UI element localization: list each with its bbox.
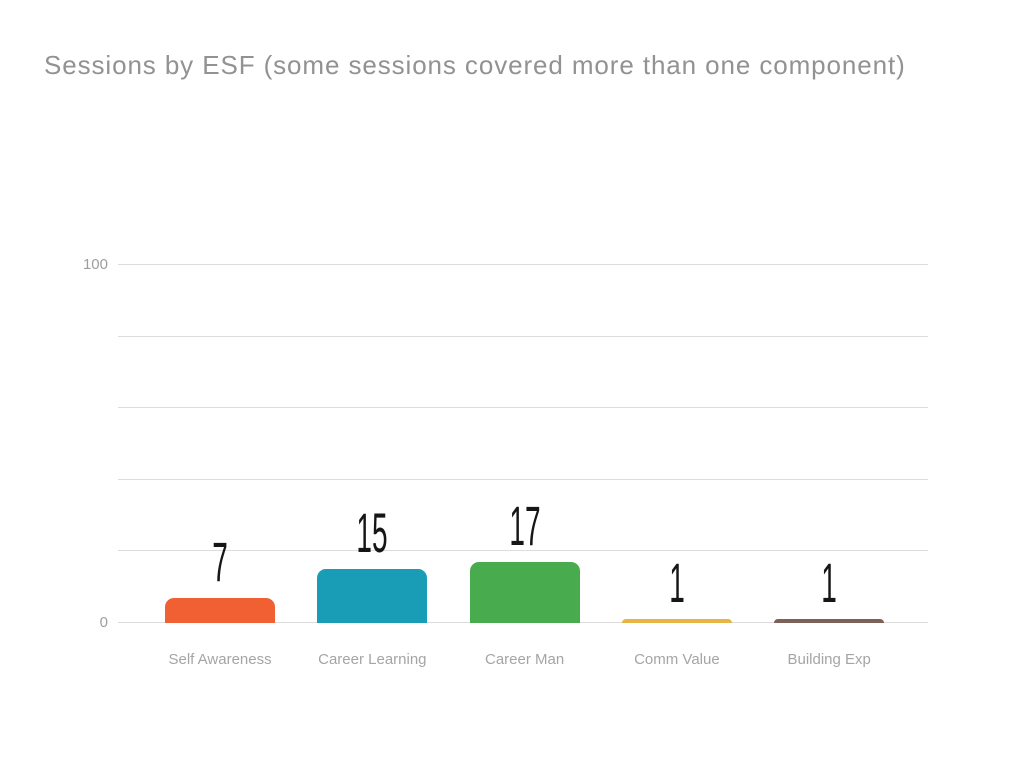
gridline — [118, 335, 928, 337]
x-axis-category-label-building-exp: Building Exp — [787, 651, 871, 668]
x-axis-category-label-self-awareness: Self Awareness — [168, 651, 272, 668]
bar-comm-value — [621, 619, 732, 623]
x-axis-category-label-career-man: Career Man — [485, 651, 565, 668]
bar-career-learning — [317, 569, 428, 623]
x-axis-category-label-comm-value: Comm Value — [634, 651, 720, 668]
gridline — [118, 550, 928, 552]
gridline — [118, 264, 928, 265]
bar-value-label-self-awareness: 7 — [212, 529, 228, 593]
bar-value-label-career-man: 17 — [509, 494, 541, 558]
plot-area: 7 Self Awareness 15 Career Learning 17 Career… — [118, 264, 928, 668]
gridline — [118, 407, 928, 409]
bar-career-man — [469, 562, 580, 623]
x-axis-category-label-career-learning: Career Learning — [318, 651, 427, 668]
y-axis-tick-100: 100 — [82, 256, 108, 273]
bar-value-label-comm-value: 1 — [669, 551, 685, 615]
bar-self-awareness — [165, 597, 276, 623]
bar-value-label-building-exp: 1 — [821, 551, 837, 615]
chart-title: Sessions by ESF (some sessions covered m… — [44, 50, 906, 80]
y-axis-tick-0: 0 — [99, 614, 108, 631]
gridline — [118, 478, 928, 480]
bar-building-exp — [774, 619, 885, 623]
bar-value-label-career-learning: 15 — [356, 501, 388, 565]
